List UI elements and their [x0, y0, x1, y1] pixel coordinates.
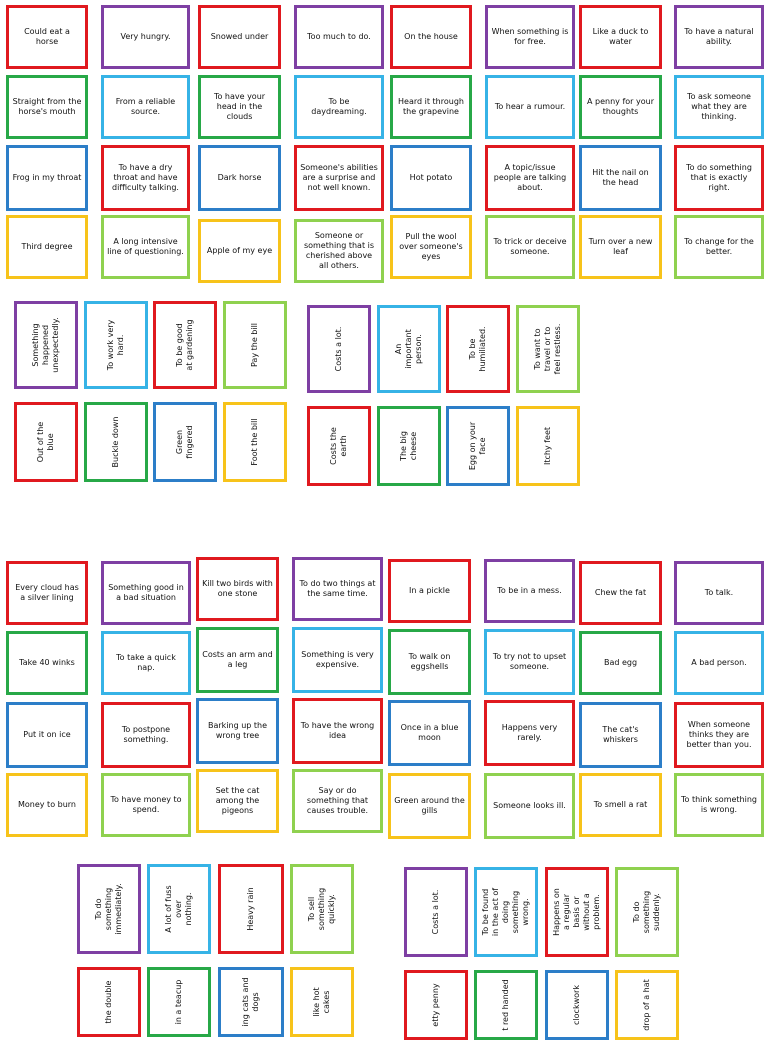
idiom-card: Frog in my throat: [6, 145, 88, 211]
idiom-card: The cat's whiskers: [579, 702, 662, 768]
meaning-card: Say or do something that causes trouble.: [292, 769, 383, 833]
meaning-card: To be humiliated.: [446, 305, 510, 393]
meaning-card: Costs a lot.: [404, 867, 468, 957]
meaning-card: Too much to do.: [294, 5, 384, 69]
meaning-card: To want to travel or to feel restless.: [516, 305, 580, 393]
meaning-card: To have the wrong idea: [292, 698, 383, 764]
idiom-card: t red handed: [474, 970, 538, 1040]
idiom-card: Turn over a new leaf: [579, 215, 662, 279]
idiom-card: Hit the nail on the head: [579, 145, 662, 211]
idiom-card: ing cats and dogs: [218, 967, 284, 1037]
meaning-card: A topic/issue people are talking about.: [485, 145, 575, 211]
idiom-card: Out of the blue: [14, 402, 78, 482]
idiom-card: Green fingered: [153, 402, 217, 482]
idiom-card: A penny for your thoughts: [579, 75, 662, 139]
idiom-card: To smell a rat: [579, 773, 662, 837]
idiom-card: drop of a hat: [615, 970, 679, 1040]
meaning-card: Very hungry.: [101, 5, 190, 69]
meaning-card: A bad person.: [674, 631, 764, 695]
meaning-card: To work very hard.: [84, 301, 148, 389]
idiom-card: like hot cakes: [290, 967, 354, 1037]
idiom-card: Dark horse: [198, 145, 281, 211]
meaning-card: Happens on a regular basis or without a …: [545, 867, 609, 957]
idiom-card: Green around the gills: [388, 773, 471, 839]
idiom-card: the double: [77, 967, 141, 1037]
idiom-card: Money to burn: [6, 773, 88, 837]
meaning-card: Happens very rarely.: [484, 700, 575, 766]
idiom-card: Pull the wool over someone's eyes: [390, 215, 472, 279]
meaning-card: A long intensive line of questioning.: [101, 215, 190, 279]
idiom-card: clockwork: [545, 970, 609, 1040]
idiom-card: Hot potato: [390, 145, 472, 211]
meaning-card: A lot of fuss over nothing.: [147, 864, 211, 954]
meaning-card: To think something is wrong.: [674, 773, 764, 837]
idiom-card: Costs an arm and a leg: [196, 627, 279, 693]
meaning-card: Pay the bill: [223, 301, 287, 389]
idiom-card: Apple of my eye: [198, 219, 281, 283]
meaning-card: Something happened unexpectedly.: [14, 301, 78, 389]
meaning-card: Costs a lot.: [307, 305, 371, 393]
meaning-card: To postpone something.: [101, 702, 191, 768]
meaning-card: Someone's abilities are a surprise and n…: [294, 145, 384, 211]
meaning-card: To be found in the act of doing somethin…: [474, 867, 538, 957]
meaning-card: Someone or something that is cherished a…: [294, 219, 384, 283]
idiom-card: Snowed under: [198, 5, 281, 69]
meaning-card: To ask someone what they are thinking.: [674, 75, 764, 139]
idiom-card: Take 40 winks: [6, 631, 88, 695]
idiom-card: etty penny: [404, 970, 468, 1040]
meaning-card: To have a dry throat and have difficulty…: [101, 145, 190, 211]
meaning-card: To hear a rumour.: [485, 75, 575, 139]
idiom-card: To walk on eggshells: [388, 629, 471, 695]
idiom-card: Itchy feet: [516, 406, 580, 486]
meaning-card: To do something that is exactly right.: [674, 145, 764, 211]
idiom-card: Could eat a horse: [6, 5, 88, 69]
idiom-card: Third degree: [6, 215, 88, 279]
idiom-card: in a teacup: [147, 967, 211, 1037]
idiom-card: Barking up the wrong tree: [196, 698, 279, 764]
idiom-card: Bad egg: [579, 631, 662, 695]
idiom-card: Foot the bill: [223, 402, 287, 482]
meaning-card: To change for the better.: [674, 215, 764, 279]
idiom-card: On the house: [390, 5, 472, 69]
meaning-card: When someone thinks they are better than…: [674, 702, 764, 768]
meaning-card: To do something immediately.: [77, 864, 141, 954]
meaning-card: To talk.: [674, 561, 764, 625]
meaning-card: To do something suddenly.: [615, 867, 679, 957]
idiom-card: Set the cat among the pigeons: [196, 769, 279, 833]
idiom-card: Once in a blue moon: [388, 700, 471, 766]
idiom-card: Like a duck to water: [579, 5, 662, 69]
idiom-card: Chew the fat: [579, 561, 662, 625]
meaning-card: To be in a mess.: [484, 559, 575, 623]
idiom-card: Costs the earth: [307, 406, 371, 486]
idiom-card: Put it on ice: [6, 702, 88, 768]
meaning-card: To be daydreaming.: [294, 75, 384, 139]
idiom-card: Buckle down: [84, 402, 148, 482]
idiom-card: Straight from the horse's mouth: [6, 75, 88, 139]
idiom-card: Heard it through the grapevine: [390, 75, 472, 139]
meaning-card: Something is very expensive.: [292, 627, 383, 693]
meaning-card: From a reliable source.: [101, 75, 190, 139]
idiom-card: Every cloud has a silver lining: [6, 561, 88, 625]
meaning-card: To have a natural ability.: [674, 5, 764, 69]
meaning-card: An important person.: [377, 305, 441, 393]
idiom-card: Egg on your face: [446, 406, 510, 486]
meaning-card: When something is for free.: [485, 5, 575, 69]
meaning-card: To try not to upset someone.: [484, 629, 575, 695]
idiom-card: The big cheese: [377, 406, 441, 486]
idiom-card: To have your head in the clouds: [198, 75, 281, 139]
meaning-card: To take a quick nap.: [101, 631, 191, 695]
meaning-card: To sell something quickly.: [290, 864, 354, 954]
meaning-card: To have money to spend.: [101, 773, 191, 837]
meaning-card: To trick or deceive someone.: [485, 215, 575, 279]
meaning-card: Someone looks ill.: [484, 773, 575, 839]
idiom-card: Kill two birds with one stone: [196, 557, 279, 621]
meaning-card: To do two things at the same time.: [292, 557, 383, 621]
meaning-card: Heavy rain: [218, 864, 284, 954]
idiom-card: In a pickle: [388, 559, 471, 623]
meaning-card: To be good at gardening: [153, 301, 217, 389]
meaning-card: Something good in a bad situation: [101, 561, 191, 625]
